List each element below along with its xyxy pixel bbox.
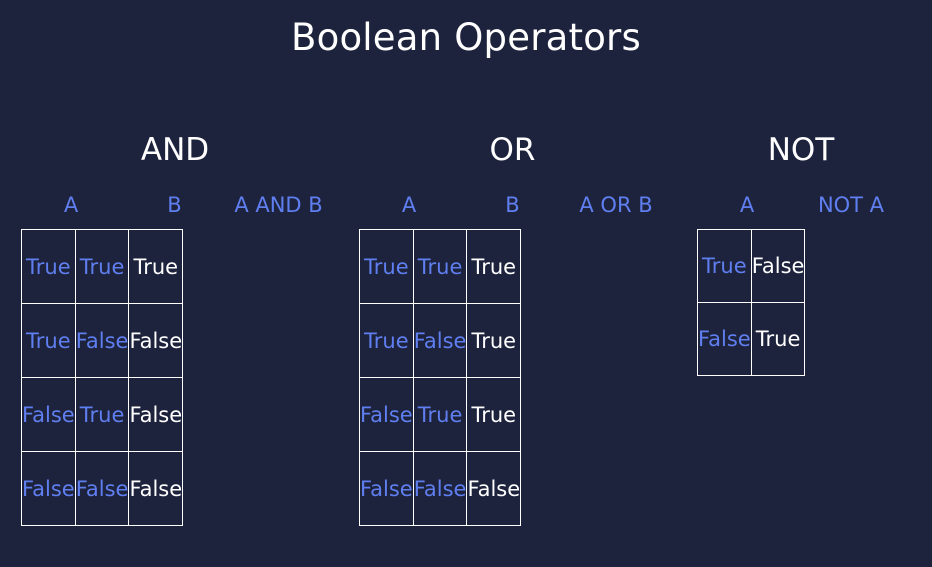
and-header-a: A bbox=[63, 193, 79, 217]
table-row: False True False bbox=[21, 377, 184, 452]
not-cell-a: True bbox=[697, 229, 752, 303]
not-header-result: NOT A bbox=[817, 193, 885, 217]
or-cell-b: True bbox=[412, 377, 468, 452]
and-cell-a: True bbox=[21, 229, 76, 304]
and-cell-result: False bbox=[128, 451, 184, 526]
table-row: False True bbox=[697, 302, 806, 376]
or-cell-result: True bbox=[466, 229, 522, 304]
and-cell-b: True bbox=[74, 377, 130, 452]
and-truth-table: True True True True False False False Tr… bbox=[21, 229, 184, 526]
or-header-a: A bbox=[401, 193, 417, 217]
or-cell-a: True bbox=[359, 303, 414, 378]
table-row: True False bbox=[697, 229, 806, 303]
and-cell-result: False bbox=[128, 303, 184, 378]
and-cell-b: True bbox=[74, 229, 130, 304]
and-cell-result: False bbox=[128, 377, 184, 452]
table-row: False True True bbox=[359, 377, 522, 452]
not-cell-a: False bbox=[697, 302, 752, 376]
or-truth-table: True True True True False True False Tru… bbox=[359, 229, 522, 526]
table-row: False False False bbox=[359, 451, 522, 526]
table-row: True False False bbox=[21, 303, 184, 378]
or-cell-result: False bbox=[466, 451, 522, 526]
and-header-b: B bbox=[167, 193, 182, 217]
or-cell-result: True bbox=[466, 303, 522, 378]
not-truth-table: True False False True bbox=[697, 229, 806, 376]
or-cell-a: True bbox=[359, 229, 414, 304]
and-cell-a: False bbox=[21, 377, 76, 452]
or-header-result: A OR B bbox=[579, 193, 653, 217]
not-header-a: A bbox=[739, 193, 755, 217]
and-header-result: A AND B bbox=[234, 193, 323, 217]
table-row: False False False bbox=[21, 451, 184, 526]
or-cell-a: False bbox=[359, 377, 414, 452]
or-cell-a: False bbox=[359, 451, 414, 526]
or-cell-result: True bbox=[466, 377, 522, 452]
table-row: True True True bbox=[359, 229, 522, 304]
table-row: True False True bbox=[359, 303, 522, 378]
or-header-b: B bbox=[505, 193, 520, 217]
and-cell-result: True bbox=[128, 229, 184, 304]
not-title: NOT bbox=[767, 132, 835, 168]
or-cell-b: False bbox=[412, 303, 468, 378]
and-cell-a: True bbox=[21, 303, 76, 378]
and-cell-b: False bbox=[74, 451, 130, 526]
not-header-row: A NOT A bbox=[697, 190, 905, 222]
table-row: True True True bbox=[21, 229, 184, 304]
not-cell-result: True bbox=[750, 302, 806, 376]
or-cell-b: True bbox=[412, 229, 468, 304]
and-cell-b: False bbox=[74, 303, 130, 378]
or-cell-b: False bbox=[412, 451, 468, 526]
or-header-row: A B A OR B bbox=[359, 190, 666, 222]
page-title: Boolean Operators bbox=[291, 16, 641, 59]
or-title: OR bbox=[489, 132, 536, 168]
and-title: AND bbox=[140, 132, 210, 168]
and-header-row: A B A AND B bbox=[21, 190, 329, 222]
not-cell-result: False bbox=[750, 229, 806, 303]
and-cell-a: False bbox=[21, 451, 76, 526]
